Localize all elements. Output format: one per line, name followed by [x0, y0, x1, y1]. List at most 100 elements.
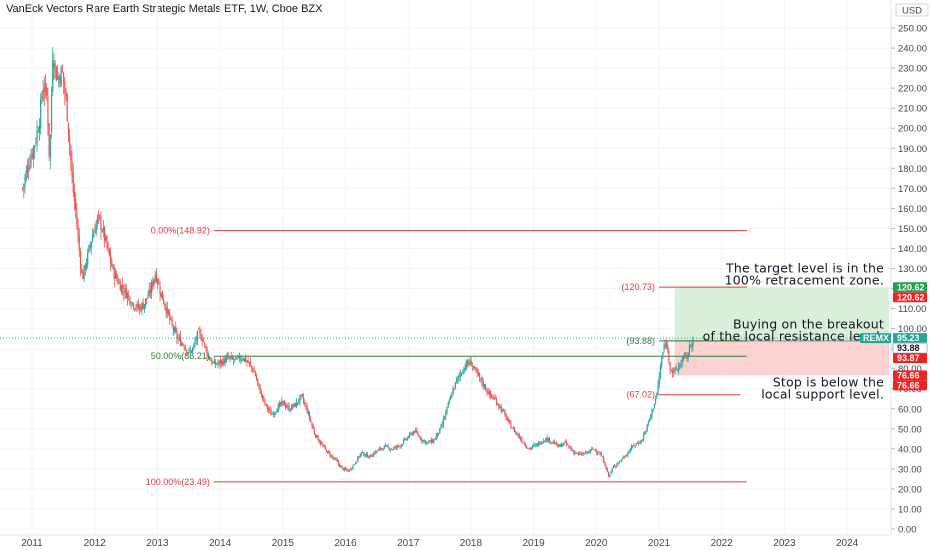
candle-body [384, 445, 387, 447]
candle-body [117, 278, 119, 284]
candle-body [351, 468, 353, 470]
candle-body [542, 441, 545, 442]
candle-body [212, 362, 214, 364]
candle-body [522, 442, 524, 443]
y-tick-label: 0.00 [898, 525, 917, 536]
candle-body [627, 452, 629, 456]
candle-body [594, 449, 596, 451]
candle-body [125, 288, 127, 299]
candle-body [253, 370, 255, 372]
candle-body [670, 370, 672, 371]
candle-body [630, 446, 633, 451]
candle-body [635, 442, 637, 445]
candle-body [110, 253, 112, 263]
candle-body [218, 360, 220, 363]
candle-body [90, 241, 92, 248]
candle-body [316, 435, 318, 438]
annotation-text: Stop is below the [773, 375, 884, 390]
candle-body [681, 359, 683, 364]
candle-body [247, 360, 249, 363]
candle-body [129, 296, 131, 304]
candle-body [628, 451, 630, 453]
candle-body [451, 395, 453, 397]
candle-body [77, 224, 79, 236]
candle-body [661, 358, 663, 367]
candle-body [400, 444, 402, 447]
candle-body [419, 437, 422, 440]
candle-body [593, 449, 595, 451]
candle-body [194, 342, 196, 344]
candle-body [545, 438, 547, 442]
candle-body [359, 454, 361, 457]
axis-background [891, 0, 932, 550]
currency-label: USD [902, 6, 922, 17]
candle-body [123, 291, 125, 294]
candle-body [29, 165, 31, 169]
candle-body [435, 435, 437, 440]
candle-body [261, 394, 264, 399]
candle-body [305, 404, 307, 407]
candle-body [130, 304, 132, 306]
candle-body [430, 439, 432, 443]
candle-body [327, 451, 329, 453]
candle-body [55, 67, 57, 81]
candle-body [365, 453, 367, 456]
candle-body [246, 361, 248, 362]
candle-body [366, 453, 369, 458]
candle-body [620, 460, 622, 462]
candle-body [274, 412, 276, 415]
candle-body [52, 60, 54, 92]
y-tick-label: 170.00 [898, 184, 927, 195]
candle-body [280, 402, 282, 405]
candle-body [314, 434, 317, 438]
candle-body [518, 434, 520, 438]
candle-body [277, 405, 279, 412]
price-tag [893, 380, 927, 391]
candle-body [488, 391, 490, 395]
candle-body [650, 414, 652, 420]
candle-body [275, 411, 277, 414]
candle-body [240, 359, 242, 362]
candle-body [376, 450, 378, 452]
candle-body [444, 417, 446, 420]
x-tick-label: 2015 [272, 538, 295, 549]
candle-body [138, 306, 141, 309]
candle-body [645, 430, 647, 432]
candle-body [329, 453, 331, 457]
candle-body [34, 146, 36, 148]
candle-body [498, 404, 500, 408]
candle-body [685, 352, 687, 355]
candle-body [663, 345, 665, 351]
candle-body [288, 405, 290, 411]
candle-body [36, 129, 38, 144]
candle-body [605, 465, 607, 470]
candle-body [349, 469, 352, 471]
candle-body [42, 90, 44, 101]
y-tick-label: 80.00 [898, 364, 922, 375]
candle-body [106, 236, 108, 247]
candle-body [610, 471, 612, 475]
candle-body [347, 470, 349, 472]
candle-body [440, 426, 442, 429]
candle-body [163, 299, 165, 304]
candle-body [237, 355, 240, 357]
currency-badge[interactable]: USD [895, 3, 929, 17]
candle-body [318, 439, 320, 443]
candle-body [75, 198, 77, 210]
candle-body [331, 455, 334, 458]
annotation-text: Buying on the breakout [733, 317, 884, 332]
candle-body [272, 414, 274, 416]
candle-body [450, 395, 452, 401]
candle-body [184, 348, 186, 350]
candle-body [403, 440, 405, 445]
candle-body [617, 463, 619, 465]
candle-body [276, 410, 278, 413]
candle-body [56, 76, 59, 78]
candle-body [476, 368, 478, 374]
candle-body [644, 432, 646, 435]
candle-body [319, 441, 322, 444]
candle-body [223, 357, 225, 365]
candle-body [562, 444, 564, 447]
candle-body [664, 344, 666, 348]
